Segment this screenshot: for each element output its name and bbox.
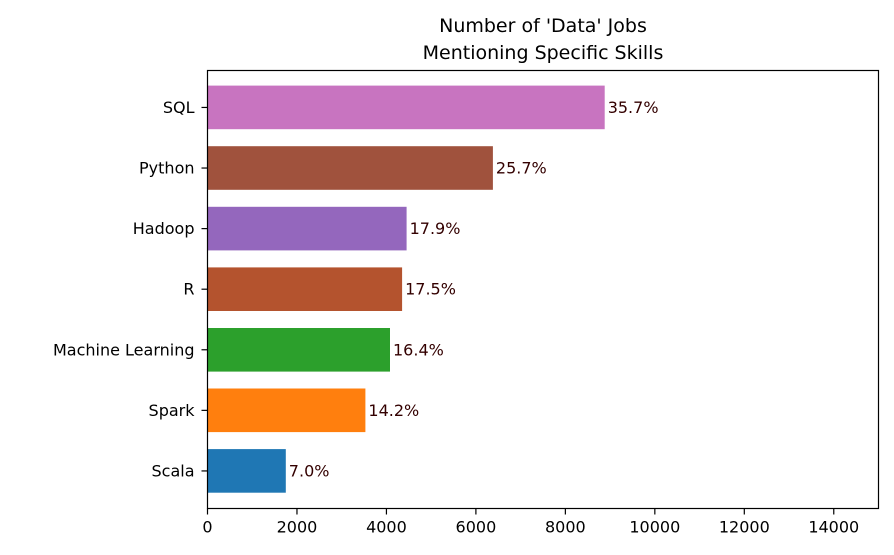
y-tick-label: Python bbox=[139, 159, 194, 178]
data-label: 14.2% bbox=[368, 401, 419, 420]
x-ticks: 0 2000 4000 6000 8000 10000 12000 14000 bbox=[202, 508, 859, 537]
data-labels: 7.0% 14.2% 16.4% 17.5% 17.9% 25.7% 35.7% bbox=[289, 98, 659, 480]
y-tick-labels: Scala Spark Machine Learning R Hadoop Python S… bbox=[53, 98, 208, 480]
x-tick-label: 0 bbox=[202, 518, 212, 537]
x-tick-label: 8000 bbox=[545, 518, 586, 537]
bar-scala bbox=[207, 449, 286, 493]
data-label: 35.7% bbox=[608, 98, 659, 117]
chart-title-line-2: Mentioning Specific Skills bbox=[423, 42, 664, 64]
bar-hadoop bbox=[207, 206, 407, 251]
bar-spark bbox=[207, 388, 366, 433]
x-tick-label: 14000 bbox=[808, 518, 859, 537]
plot-frame bbox=[206, 69, 880, 510]
data-label: 17.5% bbox=[405, 280, 456, 299]
y-tick-label: Machine Learning bbox=[53, 340, 195, 359]
data-label: 17.9% bbox=[410, 219, 461, 238]
chart-title-line-1: Number of 'Data' Jobs bbox=[439, 15, 647, 37]
y-tick-label: Hadoop bbox=[133, 219, 195, 238]
bar-sql bbox=[207, 85, 605, 130]
x-tick-label: 4000 bbox=[366, 518, 407, 537]
bar-python bbox=[207, 146, 493, 190]
y-tick-label: SQL bbox=[163, 98, 195, 117]
bar-machine-learning bbox=[207, 328, 390, 372]
data-label: 16.4% bbox=[393, 340, 444, 359]
data-label: 7.0% bbox=[289, 461, 330, 480]
x-tick-label: 2000 bbox=[277, 518, 318, 537]
y-tick-label: Spark bbox=[149, 401, 196, 420]
data-label: 25.7% bbox=[496, 159, 547, 178]
bars-group bbox=[207, 85, 605, 493]
y-tick-label: Scala bbox=[151, 461, 194, 480]
x-tick-label: 12000 bbox=[719, 518, 770, 537]
x-tick-label: 10000 bbox=[629, 518, 680, 537]
bar-r bbox=[207, 267, 403, 311]
y-tick-label: R bbox=[183, 280, 194, 299]
x-tick-label: 6000 bbox=[456, 518, 497, 537]
